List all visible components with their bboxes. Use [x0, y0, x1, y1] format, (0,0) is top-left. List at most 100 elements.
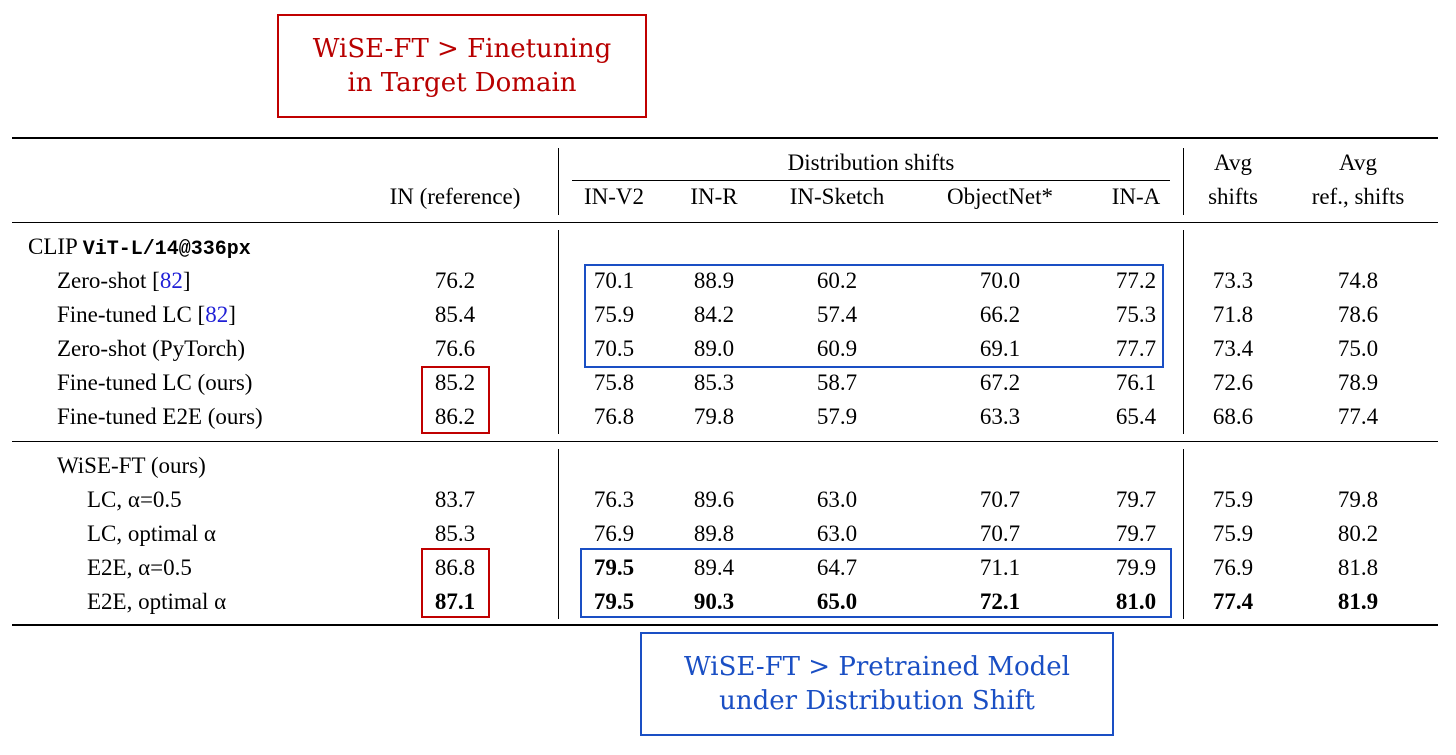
table-cell-in-a: 65.4 — [1115, 404, 1157, 429]
table-cell-in-sketch: 57.9 — [816, 404, 858, 429]
bottom-rule — [12, 624, 1438, 626]
row-label: E2E, optimal α — [87, 589, 227, 614]
table-cell-in-v2: 75.9 — [593, 302, 635, 327]
vsep-right — [1183, 449, 1184, 619]
table-cell-in: 86.8 — [434, 555, 476, 580]
table-cell-in-a: 77.2 — [1115, 268, 1157, 293]
table-cell-in-v2: 76.8 — [593, 404, 635, 429]
highlight-box-wiseft-ref — [421, 548, 490, 618]
row-label: LC, optimal α — [87, 521, 216, 546]
header-col-in-sketch: IN-Sketch — [789, 184, 885, 209]
callout-line: WiSE-FT > Finetuning — [312, 34, 612, 64]
callout-distribution-shift: WiSE-FT > Pretrained Model under Distrib… — [640, 632, 1114, 736]
highlight-box-finetuned-ref — [421, 366, 490, 434]
table-cell-avg-shifts: 71.8 — [1212, 302, 1254, 327]
table-cell-in-r: 89.6 — [693, 487, 735, 512]
table-cell-in-r: 84.2 — [693, 302, 735, 327]
table-cell-objectnet: 70.0 — [979, 268, 1021, 293]
table-cell-avg-shifts: 68.6 — [1212, 404, 1254, 429]
table-cell-in-sketch: 60.2 — [816, 268, 858, 293]
table-cell-avg-shifts: 75.9 — [1212, 487, 1254, 512]
table-cell-avg-shifts: 77.4 — [1212, 589, 1254, 614]
citation-link[interactable]: 82 — [159, 268, 183, 293]
header-avg-shifts-2: shifts — [1208, 184, 1258, 209]
table-cell-avg-ref-shifts: 79.8 — [1337, 487, 1379, 512]
callout-line: under Distribution Shift — [719, 686, 1035, 716]
table-cell-in-r: 89.0 — [693, 336, 735, 361]
table-cell-avg-shifts: 72.6 — [1212, 370, 1254, 395]
section-title-model: ViT-L/14@336px — [82, 238, 251, 261]
table-cell-in-v2: 70.1 — [593, 268, 635, 293]
table-cell-objectnet: 63.3 — [979, 404, 1021, 429]
row-label: Zero-shot (PyTorch) — [57, 336, 246, 361]
table-cell-avg-shifts: 76.9 — [1212, 555, 1254, 580]
table-cell-avg-shifts: 75.9 — [1212, 521, 1254, 546]
row-label-suffix: ] — [228, 302, 236, 327]
section-title-clip: CLIP ViT-L/14@336px — [28, 232, 251, 265]
table-cell-avg-shifts: 73.3 — [1212, 268, 1254, 293]
header-distribution-shifts: Distribution shifts — [787, 150, 955, 175]
table-cell-avg-ref-shifts: 81.8 — [1337, 555, 1379, 580]
table-cell-in-v2: 79.5 — [593, 555, 635, 580]
table-cell-objectnet: 72.1 — [979, 589, 1021, 614]
table-cell-in: 85.2 — [434, 370, 476, 395]
row-label: Fine-tuned LC [82] — [57, 300, 236, 330]
table-cell-in-r: 90.3 — [693, 589, 735, 614]
header-avg-ref-2: ref., shifts — [1311, 184, 1405, 209]
header-col-in-v2: IN-V2 — [583, 184, 645, 209]
section-title-prefix: CLIP — [28, 234, 77, 259]
row-label: E2E, α=0.5 — [87, 555, 192, 580]
vsep-right — [1183, 230, 1184, 434]
table-cell-in-sketch: 58.7 — [816, 370, 858, 395]
header-col-in-a: IN-A — [1111, 184, 1161, 209]
header-avg-shifts-1: Avg — [1214, 150, 1252, 175]
row-label: LC, α=0.5 — [87, 487, 182, 512]
table-cell-in-r: 89.8 — [693, 521, 735, 546]
table-cell-in-a: 79.7 — [1115, 521, 1157, 546]
table-cell-in-sketch: 63.0 — [816, 487, 858, 512]
top-rule — [12, 137, 1438, 139]
table-cell-in-sketch: 60.9 — [816, 336, 858, 361]
table-cell-objectnet: 70.7 — [979, 521, 1021, 546]
table-cell-avg-ref-shifts: 75.0 — [1337, 336, 1379, 361]
table-cell-in-sketch: 57.4 — [816, 302, 858, 327]
table-cell-avg-shifts: 73.4 — [1212, 336, 1254, 361]
table-cell-avg-ref-shifts: 78.9 — [1337, 370, 1379, 395]
table-cell-in-a: 76.1 — [1115, 370, 1157, 395]
header-rule — [12, 222, 1438, 223]
table-cell-in-r: 88.9 — [693, 268, 735, 293]
table-cell-in-v2: 70.5 — [593, 336, 635, 361]
callout-finetuning: WiSE-FT > Finetuning in Target Domain — [277, 14, 647, 118]
callout-line: WiSE-FT > Pretrained Model — [683, 652, 1070, 682]
table-cell-in: 85.4 — [434, 302, 476, 327]
table-cell-objectnet: 71.1 — [979, 555, 1021, 580]
vsep-right — [1183, 148, 1184, 215]
table-cell-objectnet: 70.7 — [979, 487, 1021, 512]
table-cell-in-a: 77.7 — [1115, 336, 1157, 361]
citation-link[interactable]: 82 — [205, 302, 229, 327]
vsep-left — [558, 449, 559, 619]
distribution-shifts-rule — [572, 180, 1170, 181]
highlight-box-zero-shot-shifts — [584, 264, 1164, 368]
row-label: Fine-tuned E2E (ours) — [57, 404, 263, 429]
vsep-left — [558, 230, 559, 434]
header-col-objectnet: ObjectNet* — [946, 184, 1054, 209]
header-col-in-r: IN-R — [690, 184, 738, 209]
row-label-suffix: ] — [182, 268, 191, 293]
table-cell-in-v2: 76.3 — [593, 487, 635, 512]
table-cell-in: 85.3 — [434, 521, 476, 546]
table-cell-in-v2: 75.8 — [593, 370, 635, 395]
table-cell-objectnet: 67.2 — [979, 370, 1021, 395]
table-cell-avg-ref-shifts: 77.4 — [1337, 404, 1379, 429]
header-col-in: IN (reference) — [389, 184, 521, 209]
table-cell-in-sketch: 63.0 — [816, 521, 858, 546]
table-cell-in: 76.6 — [434, 336, 476, 361]
table-cell-in-v2: 76.9 — [593, 521, 635, 546]
table-cell-avg-ref-shifts: 74.8 — [1337, 268, 1379, 293]
table-cell-in-sketch: 64.7 — [816, 555, 858, 580]
row-label: Fine-tuned LC (ours) — [57, 370, 253, 395]
section-rule — [12, 441, 1438, 442]
table-cell-in: 86.2 — [434, 404, 476, 429]
table-cell-in-a: 79.9 — [1115, 555, 1157, 580]
section-title-wiseft: WiSE-FT (ours) — [57, 453, 206, 478]
